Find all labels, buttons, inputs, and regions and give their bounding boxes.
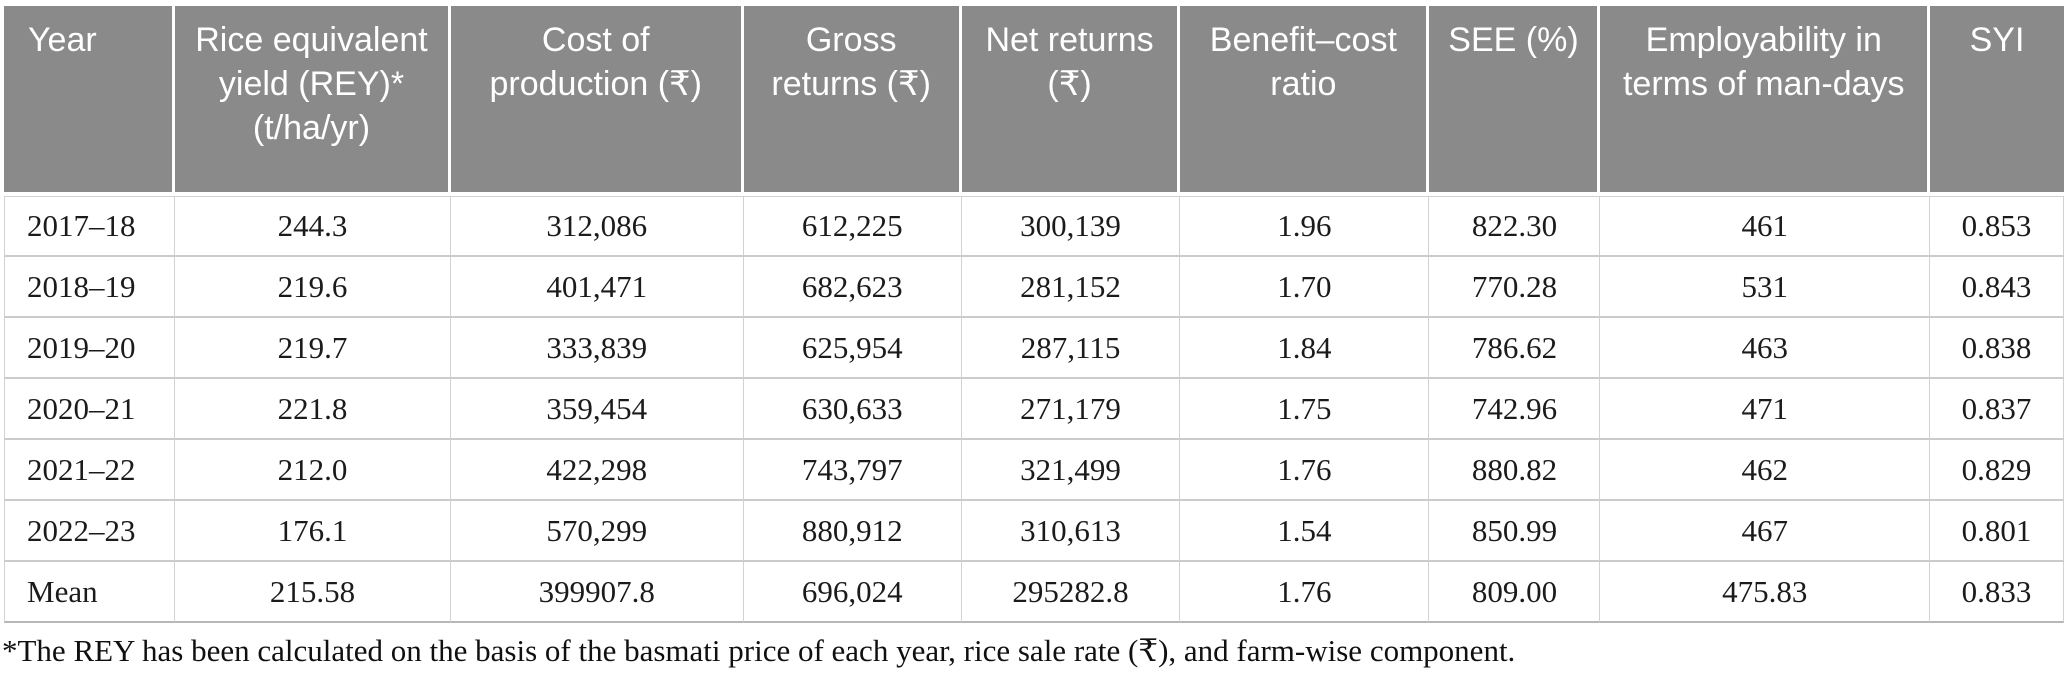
table-cell: 850.99 — [1429, 501, 1601, 562]
row-label: 2017–18 — [4, 196, 175, 257]
table-cell: 786.62 — [1429, 318, 1601, 379]
table-cell: 471 — [1600, 379, 1931, 440]
table-row-2018–19: 2018–19 219.6 401,471 682,623 281,152 1.70 770… — [4, 257, 2064, 318]
economics-table-container: Year Rice equivalent yield (REY)* (t/ha/y… — [4, 6, 2064, 623]
column-header-0: Year — [4, 6, 175, 196]
table-row-2021–22: 2021–22 212.0 422,298 743,797 321,499 1.76 880… — [4, 440, 2064, 501]
table-cell: 612,225 — [743, 196, 962, 257]
row-label: 2021–22 — [4, 440, 175, 501]
table-cell: 0.843 — [1930, 257, 2064, 318]
table-row-Mean: Mean 215.58 399907.8 696,024 295282.8 1.76 809… — [4, 562, 2064, 623]
table-cell: 281,152 — [961, 257, 1181, 318]
table-cell: 570,299 — [451, 501, 744, 562]
table-cell: 467 — [1600, 501, 1931, 562]
table-cell: 212.0 — [174, 440, 451, 501]
column-header-4: Net returns (₹) — [961, 6, 1181, 196]
table-cell: 743,797 — [743, 440, 962, 501]
table-body: 2017–18 244.3 312,086 612,225 300,139 1.96 822… — [4, 196, 2064, 623]
table-cell: 462 — [1600, 440, 1931, 501]
row-label: 2020–21 — [4, 379, 175, 440]
table-cell: 271,179 — [961, 379, 1181, 440]
table-cell: 0.833 — [1930, 562, 2064, 623]
table-cell: 531 — [1600, 257, 1931, 318]
column-header-5: Benefit–cost ratio — [1180, 6, 1430, 196]
table-cell: 0.838 — [1930, 318, 2064, 379]
table-cell: 696,024 — [743, 562, 962, 623]
column-header-8: SYI — [1930, 6, 2064, 196]
table-cell: 682,623 — [743, 257, 962, 318]
table-row-2019–20: 2019–20 219.7 333,839 625,954 287,115 1.84 786… — [4, 318, 2064, 379]
table-cell: 461 — [1600, 196, 1931, 257]
table-cell: 215.58 — [174, 562, 451, 623]
table-cell: 770.28 — [1429, 257, 1601, 318]
column-header-1: Rice equivalent yield (REY)* (t/ha/yr) — [174, 6, 451, 196]
table-cell: 625,954 — [743, 318, 962, 379]
table-cell: 295282.8 — [961, 562, 1181, 623]
column-header-3: Gross returns (₹) — [743, 6, 962, 196]
table-cell: 742.96 — [1429, 379, 1601, 440]
table-cell: 0.837 — [1930, 379, 2064, 440]
table-cell: 1.70 — [1180, 257, 1430, 318]
table-cell: 422,298 — [451, 440, 744, 501]
table-cell: 880.82 — [1429, 440, 1601, 501]
table-row-2017–18: 2017–18 244.3 312,086 612,225 300,139 1.96 822… — [4, 196, 2064, 257]
table-header: Year Rice equivalent yield (REY)* (t/ha/y… — [4, 6, 2064, 196]
table-cell: 1.76 — [1180, 440, 1430, 501]
table-cell: 1.54 — [1180, 501, 1430, 562]
table-cell: 219.6 — [174, 257, 451, 318]
table-cell: 312,086 — [451, 196, 744, 257]
table-cell: 399907.8 — [451, 562, 744, 623]
row-label: 2022–23 — [4, 501, 175, 562]
table-cell: 0.829 — [1930, 440, 2064, 501]
table-cell: 822.30 — [1429, 196, 1601, 257]
row-label: 2019–20 — [4, 318, 175, 379]
table-cell: 176.1 — [174, 501, 451, 562]
column-header-6: SEE (%) — [1429, 6, 1601, 196]
table-cell: 300,139 — [961, 196, 1181, 257]
table-row-2022–23: 2022–23 176.1 570,299 880,912 310,613 1.54 850… — [4, 501, 2064, 562]
table-cell: 401,471 — [451, 257, 744, 318]
table-cell: 630,633 — [743, 379, 962, 440]
table-cell: 221.8 — [174, 379, 451, 440]
table-cell: 0.853 — [1930, 196, 2064, 257]
table-cell: 359,454 — [451, 379, 744, 440]
table-cell: 244.3 — [174, 196, 451, 257]
header-row: Year Rice equivalent yield (REY)* (t/ha/y… — [4, 6, 2064, 196]
table-cell: 809.00 — [1429, 562, 1601, 623]
table-cell: 1.96 — [1180, 196, 1430, 257]
table-cell: 0.801 — [1930, 501, 2064, 562]
row-label: 2018–19 — [4, 257, 175, 318]
page: { "colors": { "header_bg": "#8a8a8a", "h… — [0, 6, 2068, 688]
table-cell: 475.83 — [1600, 562, 1931, 623]
table-footnote: *The REY has been calculated on the basi… — [2, 633, 1516, 668]
table-cell: 287,115 — [961, 318, 1181, 379]
column-header-7: Employability in terms of man-days — [1600, 6, 1931, 196]
table-cell: 880,912 — [743, 501, 962, 562]
table-cell: 463 — [1600, 318, 1931, 379]
table-cell: 321,499 — [961, 440, 1181, 501]
economics-table: Year Rice equivalent yield (REY)* (t/ha/y… — [4, 6, 2064, 623]
row-label: Mean — [4, 562, 175, 623]
table-cell: 1.76 — [1180, 562, 1430, 623]
table-cell: 219.7 — [174, 318, 451, 379]
table-cell: 1.84 — [1180, 318, 1430, 379]
column-header-2: Cost of production (₹) — [451, 6, 744, 196]
table-cell: 333,839 — [451, 318, 744, 379]
table-cell: 1.75 — [1180, 379, 1430, 440]
table-row-2020–21: 2020–21 221.8 359,454 630,633 271,179 1.75 742… — [4, 379, 2064, 440]
table-cell: 310,613 — [961, 501, 1181, 562]
